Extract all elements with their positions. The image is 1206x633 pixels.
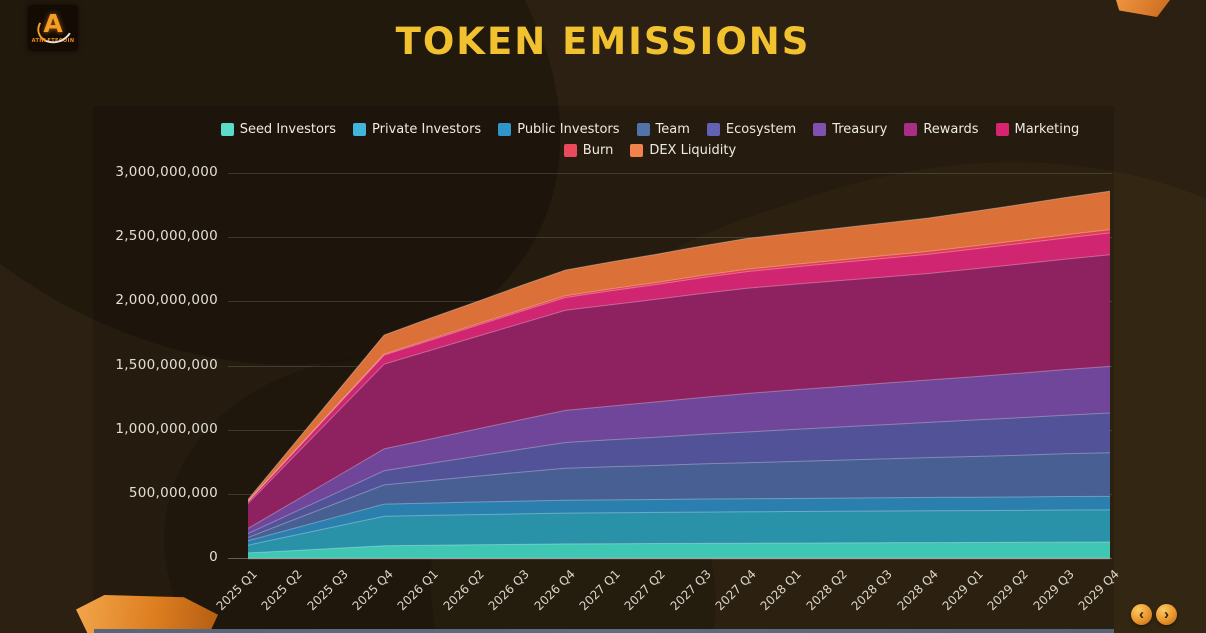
area-edge-ecosystem	[248, 412, 1110, 535]
legend-row: Seed Investors Private Investors Public In…	[220, 122, 1080, 137]
area-edge-burn	[248, 229, 1110, 502]
legend-label: Burn	[582, 143, 614, 158]
legend-item-public-investors: Public Investors	[498, 122, 620, 137]
legend-swatch-icon	[636, 123, 650, 136]
area-edge-dex-liquidity	[248, 190, 1110, 500]
legend-item-private-investors: Private Investors	[353, 122, 481, 137]
legend-item-burn: Burn	[563, 143, 614, 158]
legend-swatch-icon	[904, 123, 918, 136]
y-axis-tick-label: 1,000,000,000	[115, 420, 218, 437]
legend-swatch-icon	[353, 123, 367, 136]
brand-logo: A ATHLETECOIN	[28, 5, 78, 51]
legend-item-rewards: Rewards	[904, 122, 979, 137]
legend-item-ecosystem: Ecosystem	[706, 122, 797, 137]
gridline	[228, 173, 1112, 174]
legend-label: Private Investors	[372, 122, 482, 137]
legend-label: Team	[655, 122, 690, 137]
chart-legend: Seed Investors Private Investors Public In…	[150, 122, 1150, 158]
area-series-seed-investors	[248, 542, 1110, 558]
legend-label: DEX Liquidity	[649, 143, 737, 158]
next-slide-button[interactable]: ›	[1156, 604, 1177, 625]
area-edge-private-investors	[248, 509, 1110, 546]
y-axis-tick-label: 2,000,000,000	[115, 292, 218, 309]
brand-logo-text: ATHLETECOIN	[31, 38, 75, 44]
legend-label: Seed Investors	[239, 122, 337, 137]
page-title: TOKEN EMISSIONS	[395, 20, 811, 63]
legend-label: Marketing	[1014, 122, 1080, 137]
y-axis-tick-label: 1,500,000,000	[115, 356, 218, 373]
legend-row: Burn DEX Liquidity	[563, 143, 736, 158]
legend-swatch-icon	[995, 123, 1009, 136]
legend-item-treasury: Treasury	[813, 122, 887, 137]
legend-item-team: Team	[636, 122, 690, 137]
area-edge-public-investors	[248, 495, 1110, 542]
legend-swatch-icon	[220, 123, 234, 136]
y-axis-tick-label: 0	[209, 549, 218, 565]
legend-item-marketing: Marketing	[995, 122, 1080, 137]
area-edge-marketing	[248, 232, 1110, 502]
legend-label: Ecosystem	[725, 122, 797, 137]
legend-swatch-icon	[498, 123, 512, 136]
prev-slide-button[interactable]: ‹	[1131, 604, 1152, 625]
y-axis-tick-label: 2,500,000,000	[115, 228, 218, 245]
area-edge-team	[248, 452, 1110, 538]
legend-label: Rewards	[923, 122, 979, 137]
area-edge-rewards	[248, 254, 1110, 504]
legend-label: Treasury	[832, 122, 888, 137]
legend-item-seed-investors: Seed Investors	[220, 122, 337, 137]
legend-swatch-icon	[630, 144, 644, 157]
y-axis-tick-label: 500,000,000	[128, 484, 218, 501]
area-edge-seed-investors	[248, 541, 1110, 554]
legend-item-dex-liquidity: DEX Liquidity	[630, 143, 736, 158]
y-axis-tick-label: 3,000,000,000	[115, 164, 218, 180]
area-edge-treasury	[248, 365, 1110, 529]
gridline	[228, 558, 1112, 559]
legend-label: Public Investors	[517, 122, 620, 137]
brand-logo-letter: A	[43, 9, 63, 38]
legend-swatch-icon	[813, 123, 827, 136]
footer-bar-peek	[94, 629, 1114, 633]
legend-swatch-icon	[706, 123, 720, 136]
legend-swatch-icon	[563, 144, 577, 157]
gridline	[228, 237, 1112, 239]
plot-area	[248, 190, 1110, 560]
